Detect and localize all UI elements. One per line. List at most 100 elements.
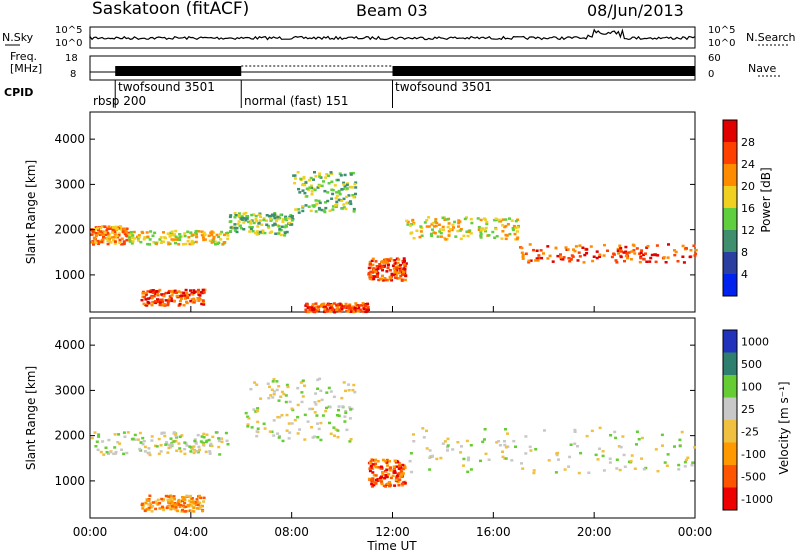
power-cell (342, 203, 346, 206)
colorbar-swatch (723, 330, 737, 353)
power-cell (446, 225, 450, 229)
velocity-cell (313, 435, 316, 438)
power-cell (266, 224, 270, 228)
power-cell (132, 230, 136, 234)
power-cell (694, 252, 698, 255)
velocity-cell (180, 510, 184, 513)
power-cell (348, 303, 352, 306)
colorbar-tick: 500 (741, 358, 762, 371)
power-cell (477, 228, 481, 231)
velocity-cell (387, 472, 391, 476)
velocity-cell (314, 392, 318, 395)
power-cell (103, 225, 107, 229)
velocity-cell (139, 449, 143, 452)
velocity-cell (198, 506, 202, 509)
power-cell (443, 218, 447, 221)
power-cell (252, 221, 256, 225)
power-cell (114, 235, 117, 238)
power-cell (236, 222, 240, 226)
power-cell (303, 191, 307, 195)
power-cell (639, 255, 643, 258)
velocity-cell (344, 411, 348, 415)
power-cell (194, 231, 198, 235)
power-cell (337, 189, 341, 193)
power-cell (283, 231, 287, 235)
velocity-cell (202, 436, 206, 439)
power-cell (228, 215, 232, 219)
velocity-cell (214, 431, 218, 434)
velocity-cell (217, 439, 221, 443)
noise-tick-high: 10^5 (55, 25, 83, 36)
power-cell (164, 291, 168, 295)
power-cell (394, 276, 398, 279)
power-cell (554, 246, 558, 250)
power-cell (158, 288, 162, 292)
power-cell (237, 220, 241, 223)
velocity-cell (159, 444, 163, 447)
velocity-cell (397, 478, 401, 482)
velocity-cell (373, 465, 377, 468)
velocity-cell (385, 461, 389, 464)
power-cell (394, 271, 398, 274)
y-tick-label: 4000 (54, 132, 85, 146)
power-cell (186, 230, 190, 233)
velocity-cell (642, 467, 646, 471)
velocity-cell (170, 443, 174, 446)
power-cell (351, 171, 355, 175)
power-cell (248, 225, 252, 229)
power-cell (322, 305, 326, 309)
power-cell (114, 227, 118, 230)
velocity-cell (217, 445, 221, 449)
velocity-cell (334, 428, 338, 431)
power-cell (100, 233, 104, 236)
power-cell (235, 230, 239, 234)
power-cell (326, 191, 330, 194)
power-cell (535, 249, 539, 252)
power-cell (345, 309, 349, 313)
velocity-cell (271, 380, 275, 383)
power-cell (376, 272, 380, 275)
power-cell (306, 306, 310, 310)
velocity-cell (503, 443, 507, 447)
power-cell (96, 227, 100, 230)
velocity-cell (371, 463, 375, 466)
power-cell (152, 241, 156, 244)
power-cell (333, 311, 337, 314)
power-cell (202, 303, 206, 306)
power-cell (516, 230, 519, 233)
velocity-cell (371, 477, 375, 480)
velocity-cell (198, 494, 201, 498)
power-cell (177, 290, 181, 293)
power-cell (200, 302, 204, 306)
power-cell (427, 225, 431, 228)
velocity-cell (271, 396, 275, 399)
power-cell (183, 297, 187, 300)
colorbar-swatch (723, 375, 737, 398)
power-cell (476, 217, 480, 220)
power-cell (352, 207, 356, 211)
velocity-cell (155, 501, 159, 505)
power-cell (167, 298, 171, 301)
velocity-cell (401, 472, 405, 475)
velocity-cell (120, 448, 124, 451)
power-cell (366, 306, 370, 309)
power-cell (127, 236, 131, 239)
velocity-cell (633, 467, 637, 470)
power-cell (166, 302, 170, 305)
power-cell (244, 219, 248, 222)
velocity-cell (329, 390, 333, 393)
power-cell (583, 253, 587, 257)
velocity-cell (683, 460, 687, 464)
power-cell (340, 304, 344, 308)
power-cell (91, 230, 95, 233)
velocity-cell (401, 482, 405, 486)
power-cell (218, 232, 222, 236)
power-cell (203, 288, 207, 292)
power-cell (411, 222, 415, 226)
power-cell (273, 216, 277, 220)
velocity-cell (145, 507, 149, 511)
power-cell (304, 304, 308, 307)
power-cell (397, 265, 401, 268)
velocity-cell (684, 458, 688, 462)
